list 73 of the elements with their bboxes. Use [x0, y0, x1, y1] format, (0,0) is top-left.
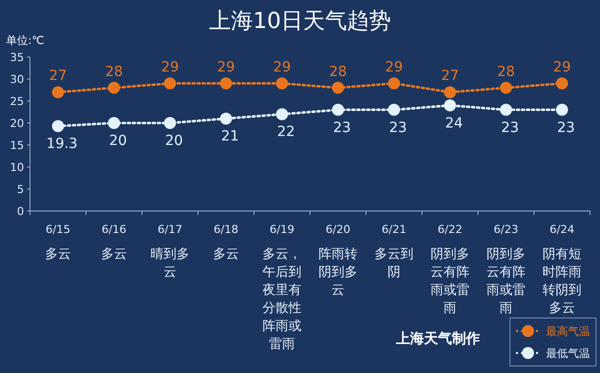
x-tick-label: 6/24 [550, 223, 574, 236]
text: 多云到阴 [374, 247, 414, 280]
text: 多云 [213, 247, 239, 262]
legend-label: 最低气温 [546, 347, 590, 360]
chart-title: 上海10日天气趋势 [209, 9, 391, 34]
point [332, 82, 344, 94]
text: 多云 [101, 247, 127, 262]
point [276, 77, 288, 90]
data-label: 23 [557, 120, 575, 136]
point [556, 104, 568, 116]
data-label: 29 [161, 59, 179, 76]
x-tick-label: 6/19 [270, 223, 294, 236]
data-label: 20 [109, 133, 127, 149]
text: 阴到多云有阵雨或雷雨 [486, 247, 526, 316]
y-tick-label: 35 [10, 51, 24, 64]
point [388, 104, 400, 116]
point [164, 77, 176, 90]
data-label: 23 [333, 120, 351, 136]
y-tick-label: 30 [10, 73, 24, 86]
y-tick-label: 25 [10, 95, 24, 108]
point [444, 99, 456, 112]
text: 阴有短时阵雨转阴到多云 [542, 247, 582, 316]
data-label: 29 [385, 59, 403, 76]
data-label: 21 [221, 128, 239, 145]
point [388, 77, 400, 90]
legend-label: 最高气温 [546, 325, 590, 338]
point [108, 82, 120, 94]
point [444, 86, 456, 98]
x-tick-label: 6/23 [494, 223, 518, 236]
data-label: 28 [329, 64, 347, 80]
data-label: 20 [165, 133, 183, 149]
data-label: 29 [273, 59, 291, 76]
x-tick-label: 6/17 [158, 223, 182, 236]
data-label: 28 [105, 64, 123, 80]
x-tick-label: 6/16 [102, 223, 126, 236]
y-tick-label: 5 [17, 183, 24, 196]
y-tick-label: 0 [17, 205, 24, 218]
x-tick-label: 6/21 [382, 223, 406, 236]
point [108, 117, 120, 129]
x-tick-label: 6/22 [438, 223, 462, 236]
data-label: 22 [277, 124, 295, 140]
data-label: 23 [389, 120, 407, 136]
point [276, 108, 288, 120]
y-tick-label: 15 [10, 139, 24, 152]
point [220, 112, 232, 125]
data-label: 27 [49, 68, 67, 84]
data-label: 27 [441, 68, 459, 84]
y-tick-label: 20 [10, 117, 24, 130]
point [500, 82, 512, 94]
data-label: 23 [501, 120, 519, 136]
point [52, 86, 64, 98]
x-tick-label: 6/18 [214, 223, 238, 236]
y-axis-title: 单位:℃ [6, 34, 44, 47]
text: 阵雨转阴到多云 [318, 247, 358, 298]
point [52, 120, 64, 132]
x-tick-label: 6/15 [46, 223, 70, 236]
x-tick-label: 6/20 [326, 223, 350, 236]
text: 晴到多云 [150, 247, 190, 280]
point [164, 117, 176, 129]
data-label: 29 [553, 59, 571, 76]
data-label: 19.3 [46, 136, 78, 152]
text: 阴到多云有阵雨或雷雨 [430, 247, 470, 316]
data-label: 28 [497, 64, 515, 80]
data-label: 24 [445, 115, 463, 132]
point [556, 77, 568, 90]
text: 上海天气制作 [395, 331, 480, 347]
text: 多云 [45, 247, 71, 262]
point [500, 104, 512, 116]
point [332, 104, 344, 116]
data-label: 29 [217, 59, 235, 76]
point [220, 77, 232, 90]
y-tick-label: 10 [10, 161, 24, 174]
text: 多云，午后到夜里有分散性阵雨或雷雨 [262, 247, 302, 352]
